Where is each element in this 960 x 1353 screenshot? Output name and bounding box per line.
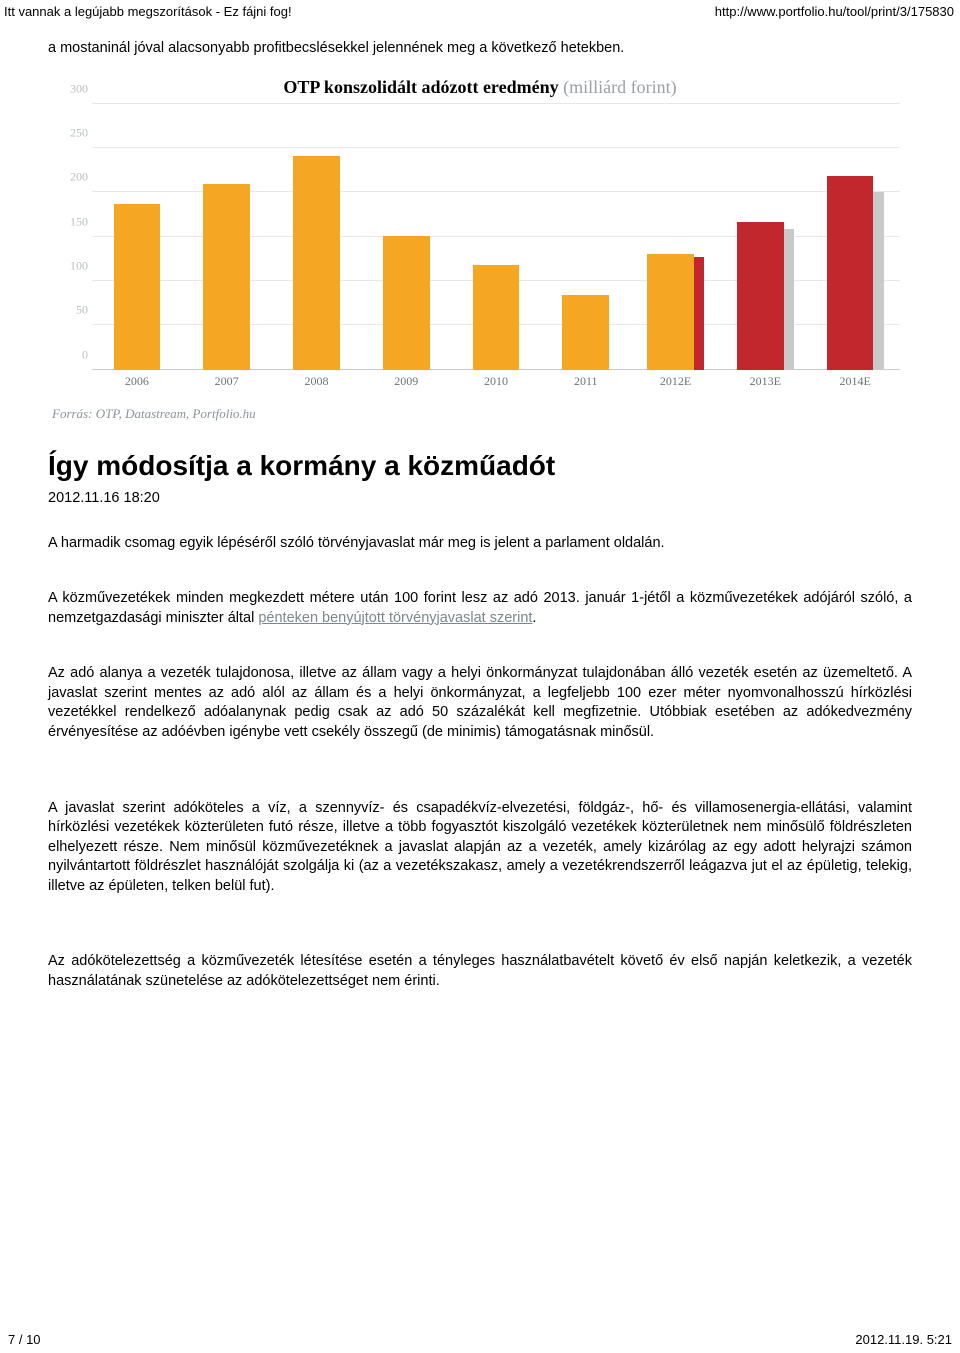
y-tick-label: 300 xyxy=(52,81,88,96)
bar xyxy=(473,265,520,370)
x-tick-label: 2013E xyxy=(750,374,781,389)
x-tick-label: 2008 xyxy=(304,374,328,389)
y-tick-label: 150 xyxy=(52,214,88,229)
print-timestamp: 2012.11.19. 5:21 xyxy=(855,1332,952,1347)
chart-title-bold: OTP konszolidált adózott eredmény xyxy=(283,77,558,97)
chart-area: 050100150200250300 200620072008200920102… xyxy=(92,104,900,404)
x-tick-label: 2011 xyxy=(574,374,598,389)
bar xyxy=(647,254,694,369)
header-title: Itt vannak a legújabb megszorítások - Ez… xyxy=(4,4,292,19)
article-date: 2012.11.16 18:20 xyxy=(48,490,912,506)
chart-source: Forrás: OTP, Datastream, Portfolio.hu xyxy=(52,406,912,422)
x-tick-label: 2006 xyxy=(125,374,149,389)
bar xyxy=(383,236,430,370)
bar xyxy=(827,176,874,369)
y-axis-labels: 050100150200250300 xyxy=(52,104,88,370)
article-p2: A közművezetékek minden megkezdett méter… xyxy=(48,589,912,628)
article-title: Így módosítja a kormány a közműadót xyxy=(48,450,912,482)
article-p2-b: . xyxy=(532,610,536,626)
x-tick-label: 2009 xyxy=(394,374,418,389)
header-url: http://www.portfolio.hu/tool/print/3/175… xyxy=(715,4,954,19)
page-number: 7 / 10 xyxy=(8,1332,41,1347)
x-tick-label: 2007 xyxy=(215,374,239,389)
bar xyxy=(293,156,340,370)
y-tick-label: 100 xyxy=(52,258,88,273)
bar xyxy=(114,204,161,370)
bar xyxy=(562,295,609,369)
article-p1: A harmadik csomag egyik lépéséről szóló … xyxy=(48,534,912,554)
intro-paragraph: a mostaninál jóval alacsonyabb profitbec… xyxy=(48,39,912,59)
chart: OTP konszolidált adózott eredmény (milli… xyxy=(48,77,912,422)
bars-layer xyxy=(92,104,900,370)
article-p5: Az adókötelezettség a közművezeték létes… xyxy=(48,952,912,991)
x-tick-label: 2012E xyxy=(660,374,691,389)
chart-title: OTP konszolidált adózott eredmény (milli… xyxy=(48,77,912,98)
y-tick-label: 250 xyxy=(52,125,88,140)
x-tick-label: 2014E xyxy=(839,374,870,389)
y-tick-label: 0 xyxy=(52,347,88,362)
content-area: a mostaninál jóval alacsonyabb profitbec… xyxy=(0,21,960,991)
page-header: Itt vannak a legújabb megszorítások - Ez… xyxy=(0,0,960,21)
bar xyxy=(737,222,784,369)
y-tick-label: 50 xyxy=(52,303,88,318)
law-proposal-link[interactable]: pénteken benyújtott törvényjavaslat szer… xyxy=(258,610,532,626)
x-axis-labels: 2006 2007 2008 2009 2010 2011 2012E 2013E 2014E xyxy=(92,374,900,392)
x-tick-label: 2010 xyxy=(484,374,508,389)
article-p3: Az adó alanya a vezeték tulajdonosa, ill… xyxy=(48,664,912,742)
page-footer: 7 / 10 2012.11.19. 5:21 xyxy=(0,1332,960,1347)
article-p4: A javaslat szerint adóköteles a víz, a s… xyxy=(48,799,912,897)
y-tick-label: 200 xyxy=(52,170,88,185)
chart-title-unit: (milliárd forint) xyxy=(563,77,676,97)
bar xyxy=(203,184,250,369)
